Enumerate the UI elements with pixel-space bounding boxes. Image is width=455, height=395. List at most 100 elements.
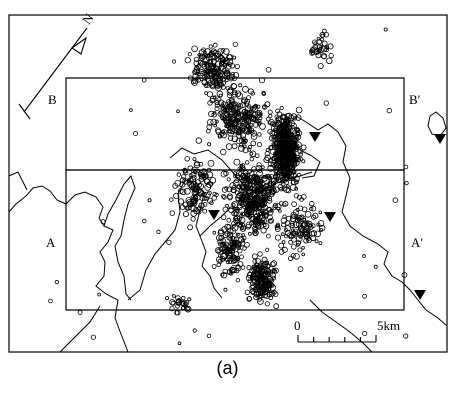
event-marker	[272, 289, 277, 295]
event-marker	[290, 125, 295, 129]
event-marker	[295, 114, 302, 121]
event-marker	[273, 131, 278, 136]
event-marker	[273, 153, 280, 160]
event-marker	[197, 205, 203, 211]
event-marker	[267, 218, 273, 224]
event-marker	[207, 159, 215, 167]
event-marker	[247, 114, 252, 120]
event-marker	[283, 186, 291, 193]
event-marker	[252, 178, 260, 186]
event-marker	[198, 173, 205, 180]
event-marker	[229, 182, 236, 189]
event-marker	[296, 128, 301, 133]
event-marker	[249, 193, 256, 200]
stations	[208, 132, 446, 300]
event-marker	[240, 226, 245, 230]
event-marker	[227, 54, 234, 61]
event-marker	[231, 113, 238, 120]
event-marker	[265, 247, 270, 252]
event-marker	[264, 301, 270, 307]
event-marker	[263, 277, 269, 283]
event-marker	[210, 58, 217, 64]
station-marker	[309, 132, 321, 142]
event-marker	[282, 202, 287, 207]
event-marker	[280, 217, 288, 224]
event-marker	[253, 182, 258, 187]
event-marker	[241, 189, 248, 196]
event-marker	[253, 175, 261, 183]
event-marker	[90, 334, 97, 340]
event-marker	[258, 112, 263, 117]
event-marker	[224, 230, 231, 237]
event-marker	[249, 156, 255, 162]
event-marker	[197, 188, 204, 195]
event-marker	[251, 199, 258, 206]
event-marker	[269, 278, 275, 283]
event-marker	[184, 156, 190, 162]
event-marker	[305, 232, 310, 237]
event-marker	[256, 169, 263, 177]
event-marker	[241, 225, 246, 230]
event-marker	[193, 194, 199, 200]
event-marker	[206, 119, 214, 126]
event-marker	[226, 70, 231, 74]
scale-bar-end: 5km	[377, 318, 400, 333]
event-marker	[383, 27, 388, 32]
event-marker	[189, 202, 194, 207]
event-marker	[187, 297, 192, 302]
event-marker	[304, 211, 312, 218]
event-marker	[302, 222, 307, 227]
event-marker	[265, 233, 271, 239]
event-marker	[284, 117, 292, 124]
event-marker	[166, 239, 172, 245]
event-marker	[278, 209, 282, 213]
event-marker	[289, 222, 295, 229]
event-marker	[230, 244, 237, 251]
event-marker	[234, 64, 240, 70]
event-marker	[295, 221, 302, 228]
event-marker	[247, 147, 252, 152]
event-marker	[243, 184, 250, 191]
event-marker	[282, 173, 290, 180]
event-marker	[285, 112, 293, 120]
event-marker	[251, 166, 258, 173]
event-marker	[220, 105, 225, 111]
event-marker	[254, 221, 262, 229]
event-marker	[218, 110, 223, 115]
event-marker	[259, 123, 266, 130]
event-marker	[265, 267, 270, 272]
event-marker	[272, 291, 279, 298]
event-marker	[97, 292, 102, 297]
event-marker	[209, 95, 217, 103]
event-marker	[190, 195, 196, 201]
event-marker	[283, 172, 289, 178]
event-marker	[235, 137, 243, 145]
event-marker	[200, 172, 206, 178]
event-marker	[300, 144, 307, 151]
event-marker	[280, 232, 285, 237]
event-marker	[264, 101, 271, 108]
event-marker	[230, 254, 238, 261]
event-marker	[307, 224, 314, 231]
event-marker	[250, 140, 257, 147]
event-marker	[252, 258, 258, 264]
event-marker	[257, 168, 263, 173]
event-marker	[270, 156, 275, 161]
event-marker	[319, 224, 326, 232]
event-marker	[229, 239, 234, 245]
event-marker	[222, 206, 229, 213]
event-marker	[320, 45, 328, 53]
event-marker	[233, 174, 238, 179]
event-marker	[184, 305, 192, 313]
event-marker	[267, 109, 273, 115]
event-marker	[239, 254, 245, 260]
event-marker	[231, 91, 238, 98]
event-marker	[239, 221, 243, 226]
event-marker	[362, 254, 366, 258]
event-marker	[233, 128, 239, 134]
event-marker	[141, 77, 147, 83]
event-marker	[252, 229, 259, 237]
event-marker	[220, 252, 227, 260]
event-marker	[231, 121, 238, 128]
